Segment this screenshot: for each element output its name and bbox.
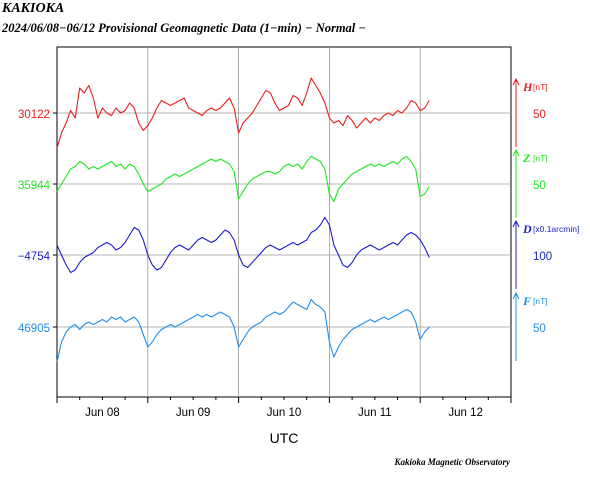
series-name: Z	[522, 151, 531, 165]
x-tick-label: Jun 12	[448, 407, 483, 419]
series-scale-label: 50	[533, 323, 546, 335]
series-unit: [nT]	[533, 82, 548, 92]
observatory-credit: Kakioka Magnetic Observatory	[394, 457, 511, 467]
x-tick-label: Jun 08	[85, 407, 120, 419]
series-unit: [nT]	[533, 296, 548, 306]
scale-arrow	[512, 219, 520, 228]
series-line	[56, 298, 430, 363]
x-tick-label: Jun 11	[358, 407, 392, 419]
series-name: D	[522, 222, 532, 236]
series-unit: [nT]	[533, 153, 548, 163]
series-scale-label: 50	[533, 109, 546, 121]
station-title: KAKIOKA	[2, 1, 65, 16]
scale-arrow	[512, 77, 520, 86]
series-line	[56, 155, 430, 203]
series-line	[56, 77, 430, 149]
x-axis-label: UTC	[270, 430, 299, 446]
series-line	[56, 216, 430, 274]
scale-arrow	[512, 148, 520, 157]
scale-arrow	[512, 291, 520, 300]
plot-frame	[56, 46, 512, 398]
series-baseline-label: 30122	[18, 109, 50, 121]
x-tick-label: Jun 10	[267, 407, 302, 419]
series-name: F	[522, 294, 531, 308]
chart-subtitle: 2024/06/08−06/12 Provisional Geomagnetic…	[2, 21, 366, 35]
series-scale-label: 50	[533, 180, 546, 192]
series-scale-label: 100	[533, 251, 552, 263]
series-unit: [x0.1arcmin]	[533, 224, 579, 234]
series-baseline-label: −4754	[18, 251, 51, 263]
series-name: H	[522, 80, 533, 94]
series-baseline-label: 46905	[18, 323, 50, 335]
series-baseline-label: 35944	[18, 180, 51, 192]
x-tick-label: Jun 09	[176, 407, 211, 419]
